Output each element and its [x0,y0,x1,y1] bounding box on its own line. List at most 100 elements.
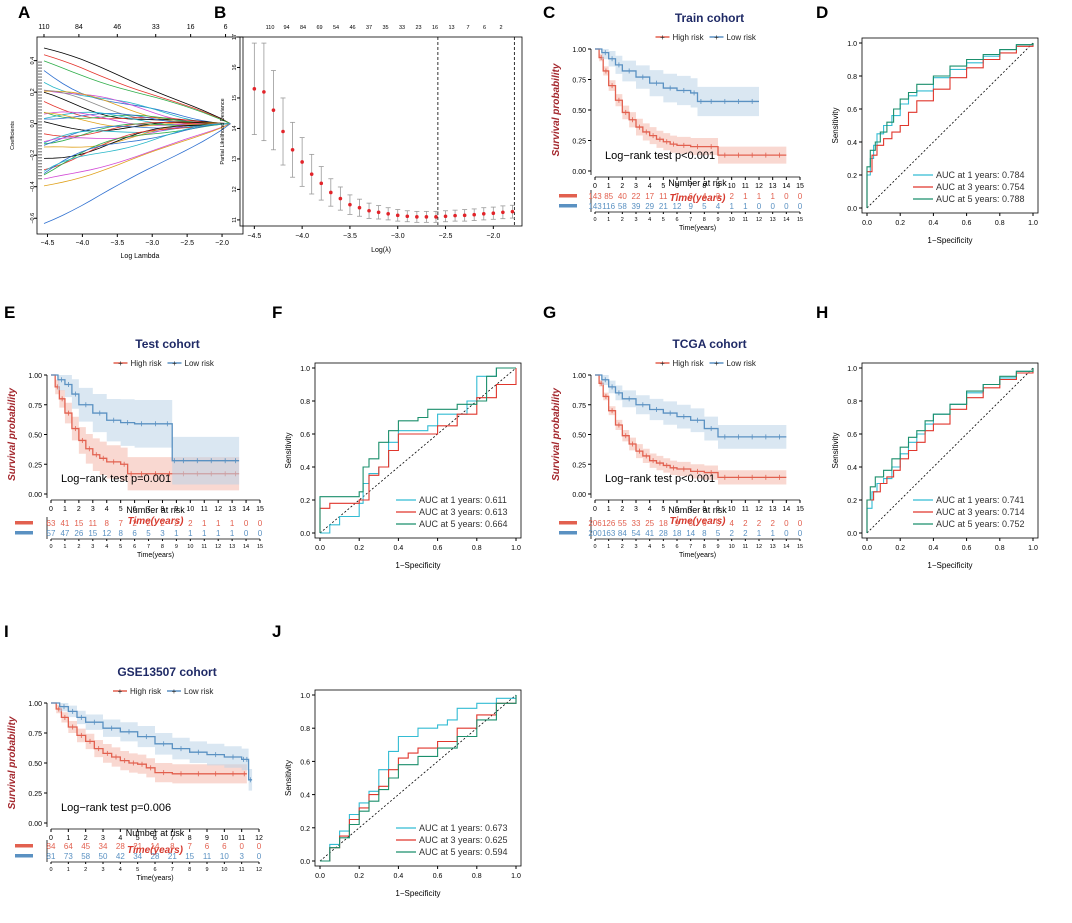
risk-table-low-key-C [559,204,577,208]
y-tick-label-A: 0.4 [30,57,36,65]
y-tick-label-J: 0.0 [300,859,310,866]
top-tick-label-B: 69 [316,25,322,31]
risk-count-low-C: 0 [757,202,762,211]
cv-point-B [252,87,257,91]
x-tick-label-D: 0.4 [929,220,939,227]
x-tick-label-I: 6 [153,835,157,842]
x-tick-label-E: 1 [63,506,67,513]
x-tick-label-C: 7 [689,183,693,190]
y-tick-label-D: 0.4 [847,140,857,147]
panel-title-G: TCGA cohort [672,337,746,351]
y-tick-label-B: 14 [232,125,238,131]
risk-count-high-G: 33 [632,519,641,528]
risk-table-tick-label-G: 9 [716,544,719,550]
top-tick-label-A: 16 [187,24,195,31]
roc-curve-H [866,368,1034,533]
x-tick-label-F: 0.8 [472,545,482,552]
risk-count-low-E: 1 [174,529,179,538]
risk-count-high-E: 2 [146,519,151,528]
risk-table-tick-label-E: 11 [201,544,207,550]
x-tick-label-E: 15 [256,506,264,513]
x-tick-label-C: 3 [634,183,638,190]
y-tick-label-E: 0.75 [28,403,42,410]
cv-point-B [405,214,410,219]
risk-count-low-E: 3 [160,529,165,538]
legend-low-marker-C: + [714,33,719,42]
risk-table-tick-label-E: 5 [119,544,122,550]
risk-count-high-I: 8 [170,842,175,851]
y-axis-label-A: Coefficients [10,121,16,150]
y-tick-label-G: 1.00 [572,373,586,380]
risk-count-high-G: 0 [784,519,789,528]
y-tick-label-C: 0.75 [572,78,586,85]
risk-count-high-C: 1 [743,192,748,201]
x-tick-label-E: 11 [201,506,208,513]
x-tick-label-C: 9 [716,183,720,190]
risk-count-low-E: 57 [47,529,56,538]
top-tick-label-B: 84 [300,25,306,31]
legend-high-label-G: High risk [673,359,705,368]
risk-count-high-C: 22 [632,192,641,201]
coef-path-A [43,60,231,125]
x-tick-label-C: 14 [782,183,790,190]
coef-path-A [43,123,231,187]
risk-count-low-C: 0 [770,202,775,211]
risk-table-tick-label-C: 8 [703,217,706,223]
risk-count-low-C: 0 [784,202,789,211]
x-tick-label-G: 8 [702,506,706,513]
risk-count-low-C: 29 [645,202,654,211]
x-tick-label-C: 11 [742,183,749,190]
x-tick-label-F: 0.2 [354,545,364,552]
risk-count-low-C: 4 [716,202,721,211]
risk-count-high-E: 63 [47,519,56,528]
x-tick-label-I: 10 [220,835,228,842]
x-tick-label-A: −3.0 [145,240,159,247]
risk-table-tick-label-C: 0 [593,217,596,223]
coef-path-A [43,101,231,125]
risk-count-low-G: 18 [673,529,682,538]
risk-table-tick-label-G: 13 [770,544,776,550]
y-tick-label-F: 0.2 [300,498,310,505]
x-tick-label-C: 1 [607,183,611,190]
cv-point-B [443,214,448,219]
plot-frame-B [239,36,523,227]
risk-count-low-C: 1 [743,202,748,211]
roc-curve-F [319,367,516,533]
diagonal-reference-J [319,694,517,862]
y-tick-label-I: 1.00 [28,701,42,708]
low-risk-ci-band-C [595,49,759,117]
y-tick-label-A: −0.6 [30,213,36,224]
diagonal-reference-D [866,42,1034,209]
coef-path-A [43,47,231,125]
coef-path-A [43,123,231,146]
risk-table-tick-label-G: 3 [634,544,637,550]
cv-point-B [491,211,496,215]
legend-high-marker-G: + [660,359,665,368]
cv-point-B [472,212,477,217]
panel-label-A: A [18,3,30,22]
cv-point-B [271,108,276,112]
risk-count-low-E: 1 [188,529,193,538]
x-tick-label-I: 11 [238,835,245,842]
top-tick-label-B: 33 [399,25,405,31]
risk-table-tick-label-G: 2 [621,544,624,550]
risk-count-low-G: 84 [618,529,627,538]
x-tick-label-G: 5 [661,506,665,513]
x-tick-label-I: 9 [205,835,209,842]
risk-table-tick-label-I: 4 [119,867,122,873]
x-tick-label-E: 9 [174,506,178,513]
y-tick-label-C: 0.00 [572,169,586,176]
y-axis-label-C: Survival probability [551,63,562,156]
y-tick-label-B: 15 [232,95,238,101]
risk-count-high-G: 5 [716,519,721,528]
risk-count-high-I: 21 [133,842,142,851]
x-tick-label-J: 1.0 [511,873,521,880]
y-tick-label-D: 0.2 [847,173,857,180]
risk-count-high-E: 1 [216,519,221,528]
roc-curve-D [866,43,1034,208]
cv-point-B [319,181,324,186]
cv-point-B [338,196,343,201]
risk-table-tick-label-C: 13 [770,217,776,223]
risk-count-low-E: 0 [244,529,249,538]
roc-curve-D [866,43,1034,208]
